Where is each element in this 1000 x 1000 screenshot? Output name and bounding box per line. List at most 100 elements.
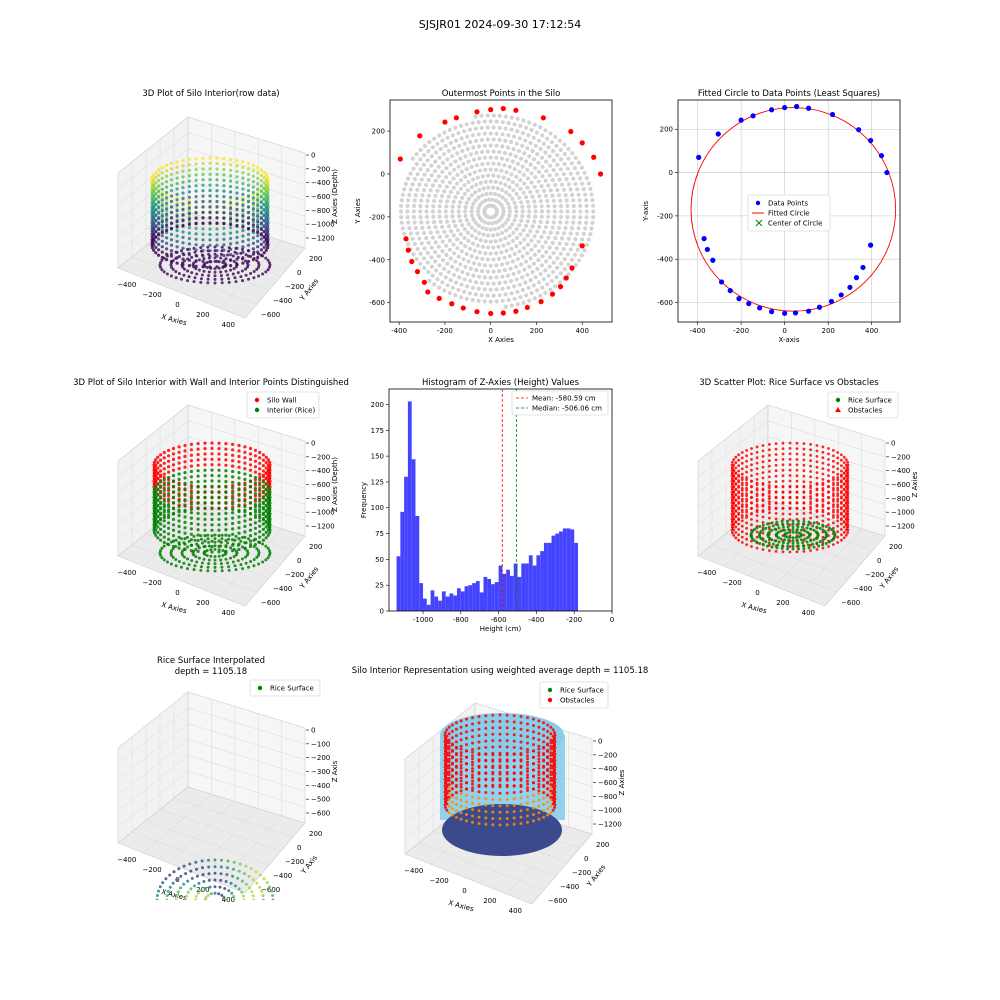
- data-point: [266, 496, 270, 500]
- data-point: [413, 225, 418, 231]
- legend-label: Rice Surface: [560, 687, 604, 695]
- data-point: [415, 187, 420, 192]
- data-point: [767, 525, 771, 529]
- z-axis-label: Z Axis: [331, 760, 339, 782]
- data-point: [584, 176, 589, 181]
- data-point: [227, 277, 231, 281]
- data-point: [468, 152, 473, 157]
- data-point: [519, 815, 523, 819]
- data-point: [590, 198, 595, 203]
- data-point: [796, 541, 800, 545]
- data-point: [229, 220, 233, 224]
- data-point: [846, 498, 849, 502]
- data-point: [468, 266, 473, 271]
- data-point: [150, 229, 154, 234]
- data-point: [796, 525, 800, 529]
- data-point: [542, 721, 546, 725]
- data-point: [552, 214, 557, 219]
- data-point: [510, 196, 515, 201]
- data-point: [774, 469, 778, 473]
- data-point: [447, 770, 451, 774]
- data-point: [193, 564, 197, 568]
- data-point: [264, 205, 268, 209]
- data-point: [561, 231, 567, 236]
- data-point: [264, 558, 268, 562]
- data-point: [471, 217, 476, 222]
- data-point: [551, 785, 555, 789]
- data-point: [194, 200, 198, 204]
- data-point: [491, 777, 495, 781]
- legend-marker: [755, 200, 761, 206]
- data-point: [412, 241, 417, 247]
- data-point: [550, 225, 555, 230]
- data-point: [483, 167, 488, 172]
- y-tick-label: −200: [285, 858, 304, 866]
- data-point: [815, 541, 819, 545]
- data-point: [196, 490, 200, 494]
- data-point: [210, 905, 213, 908]
- data-point: [482, 263, 488, 268]
- data-point: [515, 289, 520, 294]
- data-point: [445, 728, 449, 732]
- data-point: [832, 470, 835, 474]
- data-point: [755, 488, 759, 492]
- data-point: [509, 115, 514, 120]
- data-point: [264, 455, 268, 459]
- data-point: [840, 496, 843, 500]
- data-point: [500, 274, 505, 279]
- data-point: [194, 226, 198, 230]
- data-point: [203, 523, 207, 527]
- data-point: [488, 239, 493, 244]
- data-point: [253, 503, 257, 507]
- data-point: [520, 275, 525, 280]
- outer-point: [579, 243, 585, 249]
- y-tick-label: 200: [372, 128, 385, 136]
- data-point: [202, 545, 206, 549]
- data-point: [159, 485, 163, 489]
- data-point: [231, 500, 235, 504]
- legend-label: Rice Surface: [270, 685, 314, 693]
- data-point: [500, 230, 505, 236]
- data-point: [471, 801, 474, 805]
- data-point: [256, 230, 260, 235]
- data-point: [788, 474, 792, 477]
- data-point: [235, 223, 239, 228]
- data-point: [231, 254, 235, 258]
- data-point: [485, 293, 490, 298]
- data-point: [491, 810, 495, 814]
- grid-line: [117, 420, 189, 478]
- data-point: [177, 499, 181, 503]
- data-point: [186, 535, 189, 539]
- data-point: [464, 251, 469, 257]
- data-point: [532, 743, 535, 747]
- data-point: [838, 292, 844, 298]
- data-point: [454, 746, 458, 750]
- data-point: [208, 178, 212, 182]
- data-point: [485, 137, 490, 142]
- data-point: [241, 535, 244, 539]
- data-point: [791, 519, 795, 523]
- data-point: [233, 538, 237, 542]
- data-point: [775, 520, 779, 524]
- data-point: [231, 469, 235, 474]
- data-point: [459, 789, 463, 793]
- data-point: [512, 284, 517, 289]
- x-tick-label: -200: [566, 616, 582, 624]
- data-point: [424, 182, 429, 188]
- data-point: [494, 211, 499, 216]
- data-point: [768, 497, 771, 500]
- data-point: [520, 214, 525, 219]
- data-point: [474, 255, 480, 260]
- data-point: [774, 442, 778, 445]
- data-point: [189, 494, 193, 498]
- data-point: [488, 143, 493, 148]
- data-point: [175, 239, 179, 243]
- data-point: [444, 775, 447, 779]
- data-point: [781, 468, 785, 472]
- data-point: [215, 232, 219, 236]
- grid-line: [117, 707, 189, 765]
- data-point: [812, 538, 816, 542]
- data-point: [492, 191, 498, 197]
- data-point: [183, 267, 186, 271]
- data-point: [761, 455, 765, 458]
